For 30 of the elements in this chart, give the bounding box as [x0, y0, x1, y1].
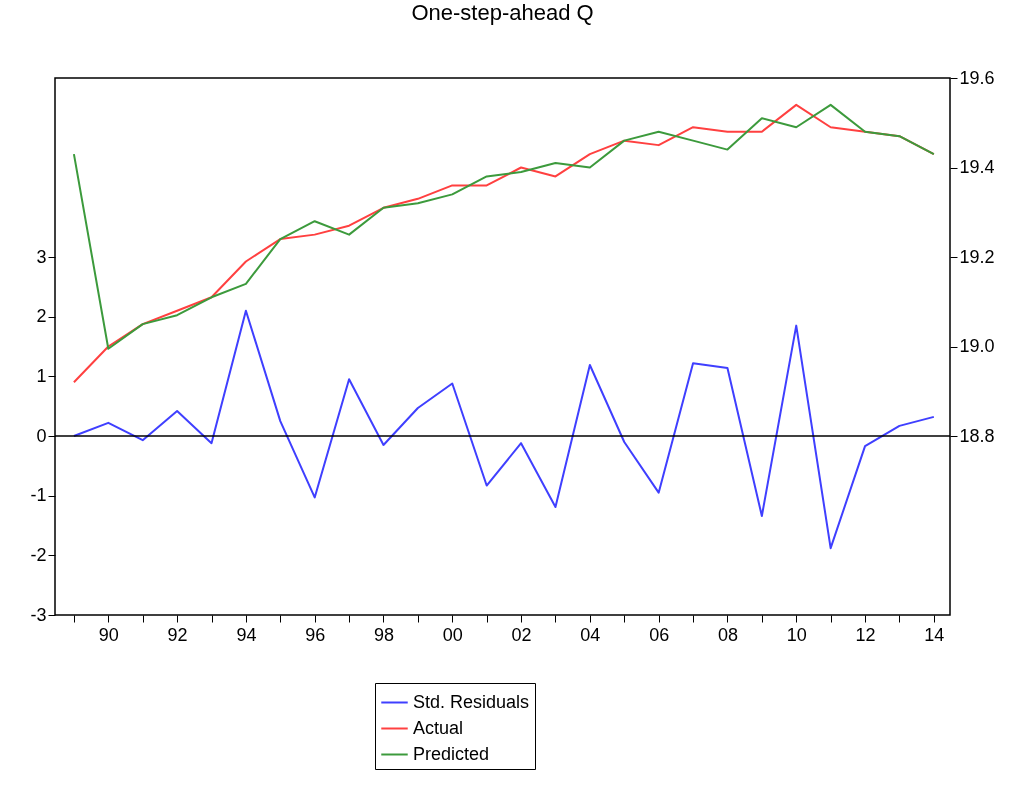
x-tick-label: 14 [924, 624, 945, 645]
legend-label: Std. Residuals [413, 691, 530, 712]
x-tick-label: 00 [442, 624, 463, 645]
y-tick-label: -2 [30, 544, 47, 565]
y-tick-label: -3 [30, 604, 47, 625]
x-tick-label: 02 [511, 624, 532, 645]
y2-tick-label: 18.8 [959, 425, 995, 446]
y-tick-label: -1 [30, 485, 47, 506]
x-tick-label: 96 [305, 624, 326, 645]
legend-label: Predicted [413, 743, 490, 764]
y-tick-label: 3 [36, 246, 47, 267]
x-tick-label: 06 [649, 624, 670, 645]
x-tick-label: 90 [98, 624, 119, 645]
x-tick-label: 10 [786, 624, 807, 645]
x-tick-label: 12 [855, 624, 876, 645]
x-tick-label: 94 [236, 624, 257, 645]
x-tick-label: 08 [717, 624, 738, 645]
y2-tick-label: 19.0 [959, 336, 995, 356]
chart-title: One-step-ahead Q [411, 0, 594, 25]
y2-tick-label: 19.6 [959, 67, 995, 88]
x-tick-label: 98 [373, 624, 394, 645]
y-tick-label: 2 [36, 306, 47, 327]
y-tick-label: 1 [36, 365, 47, 386]
line-series [72, 309, 935, 550]
x-tick-label: 92 [167, 624, 188, 645]
y-tick-label: 0 [36, 425, 47, 446]
y2-tick-label: 19.2 [959, 246, 995, 267]
legend-label: Actual [413, 717, 464, 738]
y2-tick-label: 19.4 [959, 157, 995, 177]
x-tick-label: 04 [580, 624, 601, 645]
